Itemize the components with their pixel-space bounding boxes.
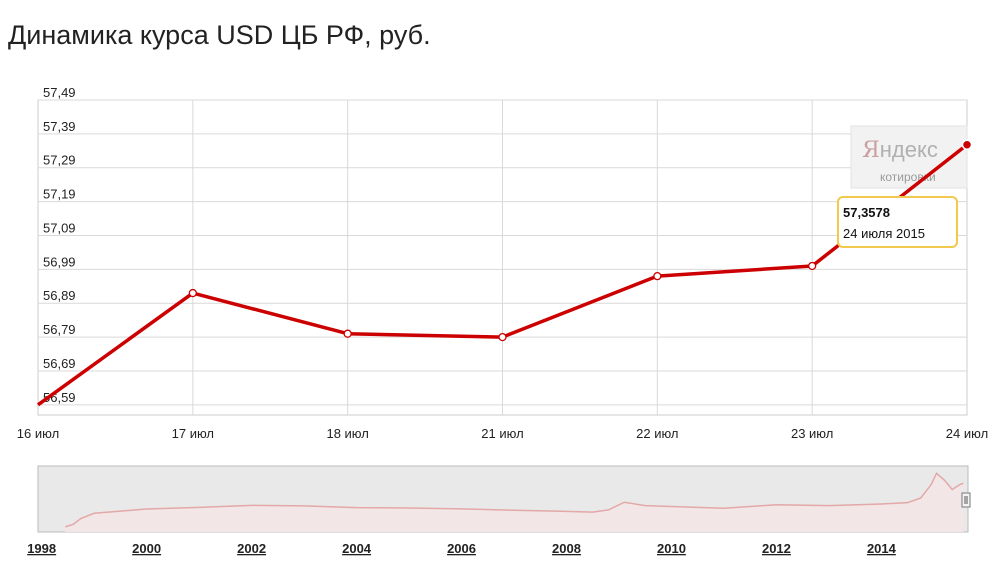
y-tick-label: 56,99 (43, 254, 76, 269)
navigator-year-label[interactable]: 2014 (867, 541, 897, 556)
data-point[interactable] (188, 288, 197, 298)
series-layer (36, 139, 973, 407)
navigator-year-label[interactable]: 2010 (657, 541, 686, 556)
navigator-line (65, 472, 964, 528)
data-point[interactable] (498, 332, 507, 342)
x-tick-label: 22 июл (636, 426, 678, 441)
svg-text:Яндекс: Яндекс (862, 137, 938, 163)
y-tick-label: 56,79 (43, 322, 76, 337)
navigator-year-label[interactable]: 2002 (237, 541, 266, 556)
data-point[interactable] (653, 271, 662, 281)
watermark-brand-first: Я (862, 138, 880, 163)
navigator-year-label[interactable]: 2000 (132, 541, 161, 556)
navigator-year-label[interactable]: 2008 (552, 541, 581, 556)
data-point[interactable] (343, 329, 352, 338)
navigator-series (65, 472, 964, 532)
y-tick-label: 57,49 (43, 85, 76, 100)
watermark-brand-rest: ндекс (880, 137, 938, 162)
tooltip: 57,3578 24 июля 2015 (837, 196, 958, 248)
navigator-area-fill (65, 473, 964, 532)
y-axis-ticks: 57,49 57,39 57,29 57,19 57,09 56,99 56,89 56,79… (43, 85, 76, 405)
x-tick-label: 23 июл (791, 426, 833, 441)
y-tick-label: 56,89 (43, 288, 76, 303)
x-tick-label: 17 июл (172, 426, 214, 441)
y-tick-label: 57,39 (43, 119, 76, 134)
x-tick-label: 16 июл (17, 426, 59, 441)
x-axis-ticks: 16 июл 17 июл 18 июл 21 июл 22 июл 23 июл 24 и… (17, 426, 988, 441)
x-tick-label: 18 июл (326, 426, 368, 441)
chart-title: Динамика курса USD ЦБ РФ, руб. (8, 20, 431, 50)
grid-lines (38, 99, 967, 415)
data-point[interactable] (961, 139, 973, 151)
x-tick-label: 21 июл (481, 426, 523, 441)
navigator-year-label[interactable]: 1998 (27, 541, 56, 556)
navigator-year-label[interactable]: 2006 (447, 541, 476, 556)
y-tick-label: 56,69 (43, 356, 76, 371)
navigator-year-label[interactable]: 2012 (762, 541, 791, 556)
tooltip-date: 24 июля 2015 (843, 226, 925, 241)
data-point[interactable] (808, 261, 817, 271)
navigator-year-label[interactable]: 2004 (342, 541, 372, 556)
yandex-watermark: Яндекс котировки (850, 125, 968, 189)
y-tick-label: 57,19 (43, 187, 76, 202)
navigator-handle[interactable] (961, 492, 971, 508)
navigator-year-ticks: 1998 2000 2002 2004 2006 2008 2010 2012 2014 (27, 541, 896, 556)
x-tick-label: 24 июл (946, 426, 988, 441)
y-tick-label: 57,09 (43, 220, 76, 235)
tooltip-value: 57,3578 (843, 205, 890, 220)
y-tick-label: 57,29 (43, 153, 76, 168)
